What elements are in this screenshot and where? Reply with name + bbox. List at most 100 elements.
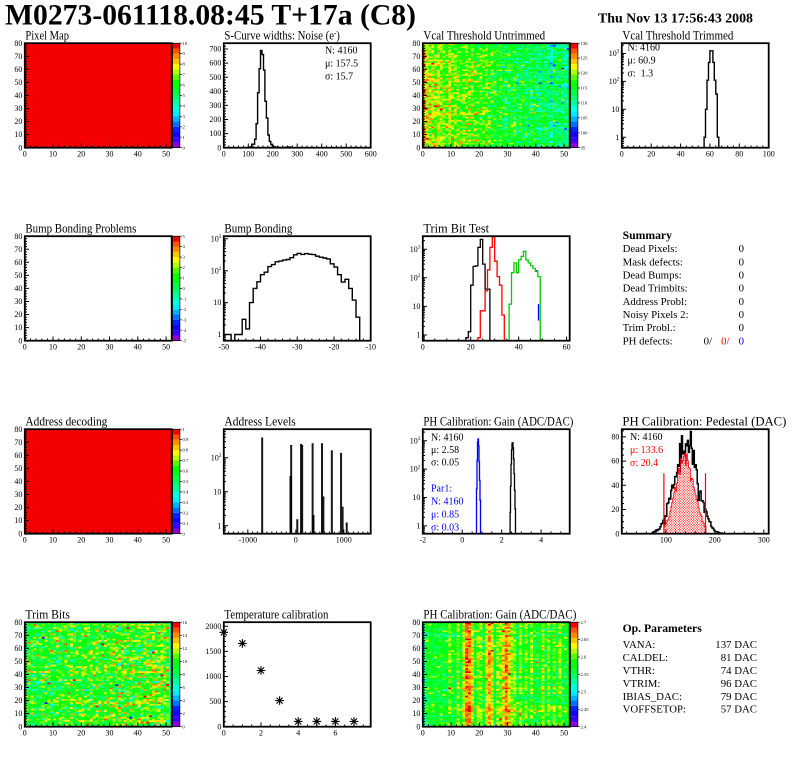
svg-text:-1: -1 bbox=[183, 297, 188, 302]
svg-text:20: 20 bbox=[14, 117, 22, 126]
svg-text:-1000: -1000 bbox=[238, 536, 257, 545]
svg-text:100: 100 bbox=[209, 129, 221, 138]
svg-text:0: 0 bbox=[183, 145, 186, 150]
svg-text:Par1:: Par1: bbox=[431, 484, 452, 495]
svg-text:16: 16 bbox=[183, 620, 188, 625]
svg-text:μ: 60.9: μ: 60.9 bbox=[628, 55, 656, 66]
svg-text:6: 6 bbox=[183, 83, 186, 88]
svg-text:2: 2 bbox=[183, 711, 186, 716]
svg-text:-4: -4 bbox=[183, 328, 188, 333]
svg-text:0: 0 bbox=[217, 722, 221, 731]
svg-text:6: 6 bbox=[183, 685, 186, 690]
svg-text:30: 30 bbox=[14, 104, 22, 113]
svg-text:30: 30 bbox=[14, 297, 22, 306]
svg-text:1: 1 bbox=[416, 522, 420, 531]
svg-text:60: 60 bbox=[14, 644, 22, 653]
svg-text:0: 0 bbox=[739, 270, 744, 282]
svg-text:Vcal Threshold Trimmed: Vcal Threshold Trimmed bbox=[622, 28, 734, 42]
svg-text:σ: 1.3: σ: 1.3 bbox=[628, 68, 654, 79]
svg-text:0: 0 bbox=[23, 536, 27, 545]
svg-text:30: 30 bbox=[106, 536, 114, 545]
svg-text:1: 1 bbox=[183, 427, 186, 432]
svg-text:40: 40 bbox=[412, 91, 420, 100]
svg-text:30: 30 bbox=[412, 104, 420, 113]
svg-text:-30: -30 bbox=[292, 343, 303, 352]
svg-text:105: 105 bbox=[581, 115, 589, 120]
svg-text:102: 102 bbox=[609, 77, 620, 86]
svg-text:40: 40 bbox=[134, 150, 142, 159]
svg-text:103: 103 bbox=[410, 244, 421, 253]
svg-text:2.65: 2.65 bbox=[581, 637, 590, 642]
svg-text:300: 300 bbox=[758, 536, 770, 545]
svg-text:μ: 133.6: μ: 133.6 bbox=[630, 445, 663, 456]
svg-text:2.55: 2.55 bbox=[581, 672, 590, 677]
svg-text:10: 10 bbox=[49, 343, 57, 352]
svg-text:50: 50 bbox=[14, 464, 22, 473]
svg-text:300: 300 bbox=[209, 101, 221, 110]
svg-text:VTRIM:: VTRIM: bbox=[623, 678, 661, 690]
svg-text:0: 0 bbox=[421, 150, 425, 159]
svg-text:100: 100 bbox=[660, 536, 672, 545]
svg-text:30: 30 bbox=[106, 729, 114, 738]
svg-text:400: 400 bbox=[316, 150, 328, 159]
svg-text:10: 10 bbox=[412, 130, 420, 139]
svg-text:Trim Probl.:: Trim Probl.: bbox=[623, 322, 676, 334]
svg-text:4: 4 bbox=[296, 729, 300, 738]
svg-text:Dead Trimbits:: Dead Trimbits: bbox=[623, 283, 688, 295]
svg-text:μ: 2.58: μ: 2.58 bbox=[431, 445, 459, 456]
svg-text:20: 20 bbox=[475, 729, 483, 738]
svg-text:74 DAC: 74 DAC bbox=[721, 665, 757, 677]
svg-text:100: 100 bbox=[763, 150, 775, 159]
svg-text:8: 8 bbox=[183, 672, 186, 677]
svg-text:0: 0 bbox=[615, 529, 619, 538]
svg-text:Bump Bonding Problems: Bump Bonding Problems bbox=[25, 221, 136, 235]
svg-text:5: 5 bbox=[183, 234, 186, 239]
svg-text:70: 70 bbox=[14, 52, 22, 61]
svg-text:20: 20 bbox=[14, 310, 22, 319]
svg-text:-3: -3 bbox=[183, 317, 188, 322]
svg-text:20: 20 bbox=[77, 343, 85, 352]
svg-text:80: 80 bbox=[412, 618, 420, 627]
svg-text:M0273-061118.08:45 T+17a (C8): M0273-061118.08:45 T+17a (C8) bbox=[5, 0, 416, 32]
svg-text:0: 0 bbox=[739, 243, 744, 255]
svg-text:Mask defects:: Mask defects: bbox=[623, 256, 683, 268]
svg-text:10: 10 bbox=[49, 536, 57, 545]
svg-text:500: 500 bbox=[209, 697, 221, 706]
svg-text:0: 0 bbox=[23, 729, 27, 738]
svg-text:2: 2 bbox=[500, 536, 504, 545]
svg-text:40: 40 bbox=[532, 729, 540, 738]
svg-text:60: 60 bbox=[14, 258, 22, 267]
svg-text:100: 100 bbox=[242, 150, 254, 159]
svg-text:0: 0 bbox=[183, 724, 186, 729]
svg-text:50: 50 bbox=[560, 729, 568, 738]
svg-text:20: 20 bbox=[611, 505, 619, 514]
svg-text:Trim Bits: Trim Bits bbox=[25, 607, 70, 621]
svg-text:70: 70 bbox=[14, 438, 22, 447]
svg-text:0: 0 bbox=[294, 536, 298, 545]
svg-text:20: 20 bbox=[77, 150, 85, 159]
svg-text:4: 4 bbox=[183, 104, 186, 109]
svg-text:115: 115 bbox=[581, 86, 588, 91]
svg-text:2: 2 bbox=[259, 729, 263, 738]
svg-text:80: 80 bbox=[412, 39, 420, 48]
svg-text:Pixel Map: Pixel Map bbox=[25, 28, 69, 42]
svg-text:500: 500 bbox=[209, 73, 221, 82]
svg-text:40: 40 bbox=[515, 343, 523, 352]
svg-text:-40: -40 bbox=[255, 343, 266, 352]
svg-text:102: 102 bbox=[211, 453, 222, 462]
svg-text:40: 40 bbox=[14, 477, 22, 486]
svg-text:Op. Parameters: Op. Parameters bbox=[623, 622, 703, 635]
svg-text:0.5: 0.5 bbox=[183, 479, 189, 484]
svg-text:VANA:: VANA: bbox=[623, 639, 656, 651]
svg-text:Address Probl:: Address Probl: bbox=[623, 296, 687, 308]
svg-text:600: 600 bbox=[209, 59, 221, 68]
svg-text:60: 60 bbox=[14, 451, 22, 460]
svg-text:5: 5 bbox=[183, 93, 186, 98]
svg-text:60: 60 bbox=[412, 65, 420, 74]
svg-text:N: 4160: N: 4160 bbox=[630, 432, 663, 443]
svg-text:130: 130 bbox=[581, 41, 589, 46]
svg-text:1: 1 bbox=[416, 331, 420, 340]
svg-text:σ: 0.05: σ: 0.05 bbox=[431, 458, 459, 469]
svg-text:60: 60 bbox=[14, 65, 22, 74]
svg-text:70: 70 bbox=[14, 631, 22, 640]
